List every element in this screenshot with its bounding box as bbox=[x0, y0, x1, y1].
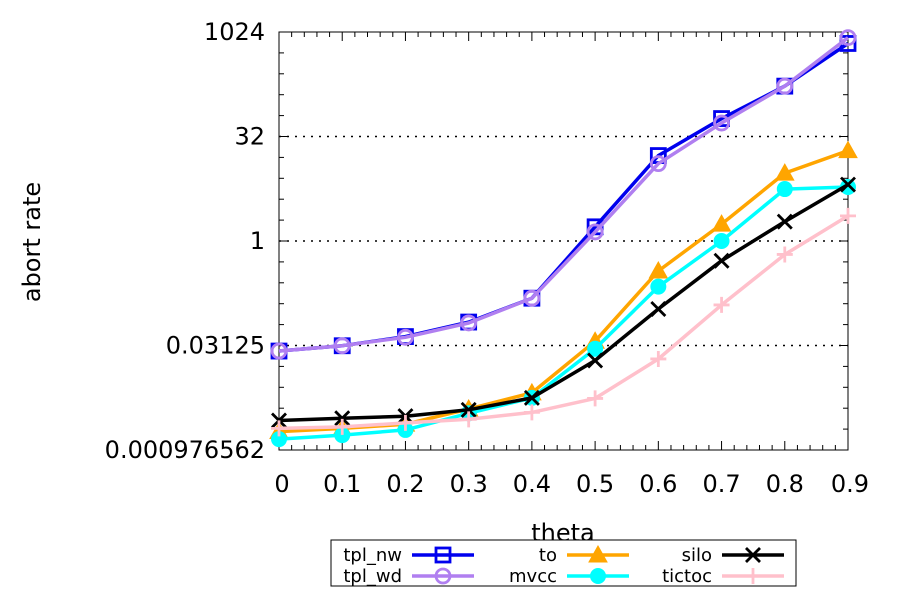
data-point-mvcc bbox=[587, 340, 604, 357]
series-tictoc bbox=[271, 207, 856, 437]
legend-marker-mvcc bbox=[590, 568, 606, 584]
legend-box bbox=[330, 539, 797, 587]
y-tick-label: 1 bbox=[250, 227, 265, 255]
x-tick-label: 0 bbox=[274, 470, 289, 498]
data-point-tpl_wd bbox=[270, 342, 288, 360]
x-tick-label: 0.2 bbox=[386, 470, 424, 498]
legend-label-tictoc: tictoc bbox=[662, 566, 712, 587]
series-line-tictoc bbox=[278, 214, 849, 431]
data-point-tictoc bbox=[587, 390, 604, 407]
data-point-silo bbox=[713, 252, 730, 269]
legend-marker-silo bbox=[745, 547, 761, 563]
legend-marker-tpl_nw bbox=[434, 546, 452, 564]
legend-label-mvcc: mvcc bbox=[509, 566, 557, 587]
series-tpl_nw bbox=[270, 35, 857, 360]
data-point-tictoc bbox=[397, 414, 414, 431]
data-point-mvcc bbox=[650, 278, 667, 295]
legend-label-tpl-nw: tpl_nw bbox=[343, 545, 402, 566]
data-point-tictoc bbox=[334, 418, 351, 435]
data-point-mvcc bbox=[776, 181, 793, 198]
x-tick-label: 0.9 bbox=[831, 470, 869, 498]
legend-label-silo: silo bbox=[682, 545, 712, 566]
data-point-tictoc bbox=[271, 420, 287, 437]
legend-marker-tictoc bbox=[745, 568, 761, 584]
y-tick-label: 1024 bbox=[204, 18, 265, 46]
series-layer bbox=[269, 29, 858, 448]
data-point-mvcc bbox=[713, 232, 730, 249]
data-point-tpl_wd bbox=[397, 328, 414, 346]
data-point-tictoc bbox=[840, 207, 856, 224]
data-point-tictoc bbox=[713, 296, 730, 313]
data-point-silo bbox=[650, 300, 667, 317]
series-line-silo bbox=[278, 183, 849, 423]
data-point-tpl_wd bbox=[713, 114, 730, 132]
legend-samples bbox=[412, 544, 784, 585]
series-tpl_wd bbox=[270, 29, 857, 360]
y-tick-label: 0.03125 bbox=[166, 332, 265, 360]
data-point-tpl_wd bbox=[333, 337, 351, 355]
plot-area bbox=[278, 31, 849, 451]
x-tick-label: 0.6 bbox=[639, 470, 677, 498]
data-point-to bbox=[774, 163, 795, 181]
y-tick-labels: 0.000976562 0.03125 1 32 1024 bbox=[105, 18, 265, 464]
data-point-silo bbox=[776, 213, 793, 230]
series-silo bbox=[271, 176, 856, 429]
legend-marker-tpl_wd bbox=[434, 567, 452, 585]
data-point-silo bbox=[334, 410, 351, 427]
data-point-tictoc bbox=[523, 404, 540, 421]
data-point-to bbox=[648, 260, 669, 279]
y-tick-label: 32 bbox=[234, 123, 265, 151]
data-point-tictoc bbox=[776, 246, 793, 263]
x-tick-labels: 0 0.1 0.2 0.3 0.4 0.5 0.6 0.7 0.8 0.9 bbox=[274, 470, 869, 498]
data-point-silo bbox=[460, 401, 477, 418]
data-point-tpl_wd bbox=[460, 314, 478, 332]
data-point-to bbox=[838, 140, 858, 159]
y-axis-label: abort rate bbox=[18, 182, 46, 302]
x-tick-label: 0.8 bbox=[766, 470, 804, 498]
legend-label-tpl-wd: tpl_wd bbox=[343, 566, 402, 587]
data-point-tictoc bbox=[460, 411, 477, 428]
data-point-tictoc bbox=[650, 350, 667, 367]
data-point-tpl_wd bbox=[649, 155, 667, 173]
series-line-tpl_nw bbox=[278, 42, 849, 353]
x-tick-label: 0.4 bbox=[513, 470, 551, 498]
data-point-tpl_wd bbox=[523, 289, 541, 307]
x-tick-label: 0.5 bbox=[576, 470, 614, 498]
series-to bbox=[269, 140, 858, 440]
legend-marker-to bbox=[588, 544, 608, 563]
data-point-tpl_wd bbox=[776, 77, 794, 95]
y-tick-label: 0.000976562 bbox=[105, 436, 265, 464]
data-point-tpl_wd bbox=[586, 223, 604, 241]
series-line-mvcc bbox=[278, 185, 849, 441]
series-line-to bbox=[278, 149, 849, 434]
legend-label-to: to bbox=[539, 545, 557, 566]
legend: tpl_nw tpl_wd to mvcc silo tictoc bbox=[330, 539, 797, 587]
series-line-tpl_wd bbox=[278, 36, 850, 353]
data-point-to bbox=[711, 214, 732, 232]
data-point-silo bbox=[587, 352, 604, 369]
axis-ticks bbox=[278, 31, 849, 451]
data-point-silo bbox=[523, 389, 540, 406]
grid bbox=[279, 135, 848, 347]
x-tick-label: 0.3 bbox=[450, 470, 488, 498]
x-tick-label: 0.7 bbox=[702, 470, 740, 498]
data-point-silo bbox=[840, 176, 856, 193]
data-point-tpl_wd bbox=[839, 29, 857, 47]
x-tick-label: 0.1 bbox=[323, 470, 361, 498]
